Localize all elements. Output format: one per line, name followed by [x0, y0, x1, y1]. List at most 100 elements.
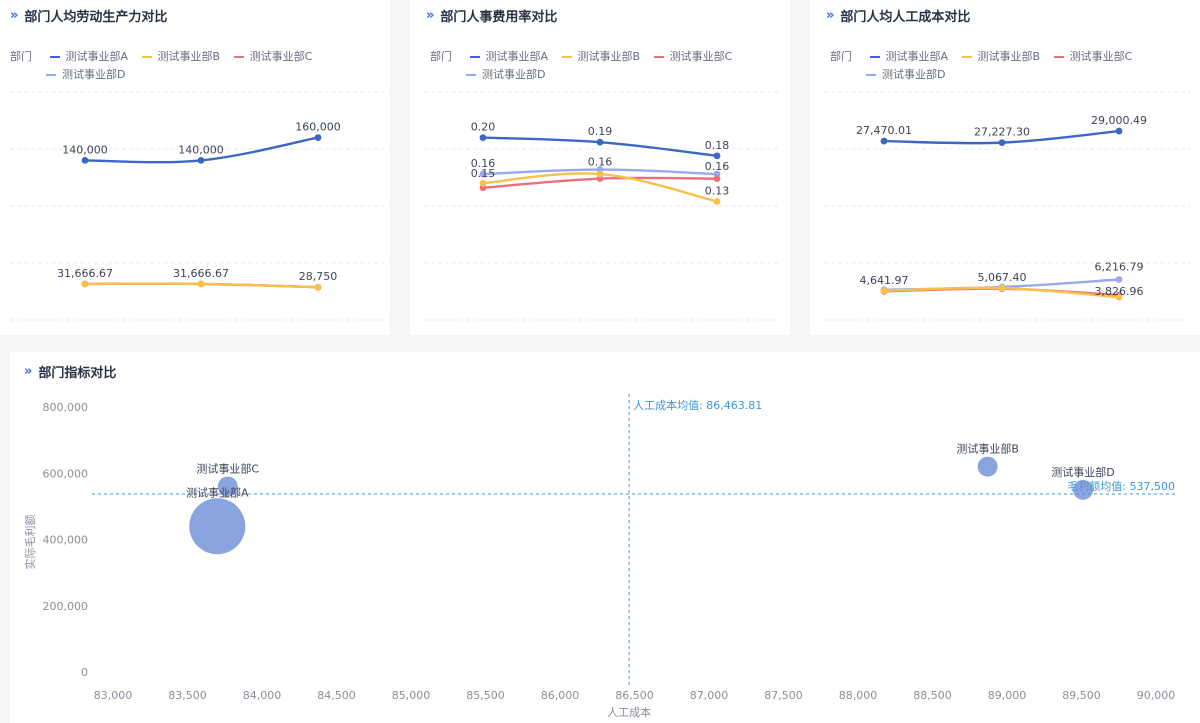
data-point[interactable] [314, 134, 322, 142]
bubble-point[interactable] [977, 456, 998, 477]
data-point[interactable] [81, 280, 89, 288]
data-point[interactable] [479, 134, 487, 142]
data-point[interactable] [998, 139, 1006, 147]
data-point[interactable] [880, 287, 888, 295]
data-point[interactable] [713, 152, 721, 160]
legend-item-a[interactable]: 测试事业部A [869, 48, 948, 66]
data-point[interactable] [479, 179, 487, 187]
data-point[interactable] [1115, 276, 1123, 283]
bubble-label: 测试事业部D [1051, 465, 1114, 479]
data-point[interactable] [314, 283, 322, 291]
bubble-point[interactable] [217, 476, 238, 497]
personnel-cost-rate-panel: » 部门人事费用率对比 部门 测试事业部A 测试事业部B 测试事业部C 测试事业部… [410, 0, 790, 335]
x-tick-label: 85,000 [392, 689, 431, 702]
data-label: 160,000 [295, 121, 341, 134]
data-point[interactable] [713, 175, 721, 183]
data-label: 4,641.97 [860, 274, 909, 287]
labor-productivity-chart: 31,666.67 31,666.67 28,750 140,000 140,000 16… [10, 91, 385, 321]
chart-legend: 部门 测试事业部A 测试事业部B 测试事业部C 测试事业部D [430, 48, 790, 84]
labor-cost-per-capita-panel: » 部门人均人工成本对比 部门 测试事业部A 测试事业部B 测试事业部C 测试事业… [810, 0, 1200, 335]
x-tick-label: 88,500 [913, 689, 952, 702]
x-tick-label: 88,000 [839, 689, 878, 702]
legend-item-b[interactable]: 测试事业部B [141, 48, 220, 66]
legend-item-c[interactable]: 测试事业部C [653, 48, 732, 66]
y-mean-label: 毛利额均值: 537,500 [1067, 480, 1175, 493]
panel-title: » 部门人事费用率对比 [426, 8, 558, 25]
y-tick-label: 600,000 [43, 467, 89, 480]
data-point[interactable] [880, 137, 888, 145]
legend-item-c[interactable]: 测试事业部C [233, 48, 312, 66]
y-tick-label: 800,000 [43, 401, 89, 414]
data-label: 0.13 [705, 184, 730, 197]
legend-item-b[interactable]: 测试事业部B [561, 48, 640, 66]
data-point[interactable] [81, 157, 89, 164]
department-metrics-panel: » 部门指标对比 0 200,000 400,000 600,000 800,000 83,… [10, 352, 1200, 723]
legend-item-a[interactable]: 测试事业部A [49, 48, 128, 66]
labor-productivity-panel: » 部门人均劳动生产力对比 部门 测试事业部A 测试事业部B 测试事业部C 测试事… [0, 0, 390, 335]
data-label: 0.19 [588, 125, 613, 138]
bubble-point[interactable] [189, 498, 246, 555]
x-tick-label: 84,500 [317, 689, 356, 702]
x-tick-label: 87,000 [690, 689, 729, 702]
bubble-label: 测试事业部B [956, 442, 1019, 456]
data-label: 0.16 [471, 157, 496, 170]
data-label: 27,470.01 [856, 124, 912, 137]
legend-item-b[interactable]: 测试事业部B [961, 48, 1040, 66]
data-label: 31,666.67 [57, 267, 113, 280]
x-tick-label: 87,500 [764, 689, 803, 702]
data-label: 140,000 [62, 143, 108, 156]
panel-title: » 部门人均人工成本对比 [826, 8, 971, 25]
panel-title: » 部门人均劳动生产力对比 [10, 8, 168, 25]
double-chevron-icon: » [24, 364, 33, 379]
x-tick-label: 86,000 [541, 689, 580, 702]
legend-item-d[interactable]: 测试事业部D [466, 66, 545, 84]
legend-item-d[interactable]: 测试事业部D [46, 66, 125, 84]
personnel-cost-rate-chart: 0.16 0.16 0.160.150.130.20 0.190.18 [424, 91, 778, 321]
data-label: 3,826.96 [1095, 285, 1144, 298]
data-point[interactable] [197, 157, 205, 164]
data-point[interactable] [1115, 293, 1123, 301]
double-chevron-icon: » [826, 8, 835, 23]
data-label: 0.15 [471, 167, 496, 180]
data-point[interactable] [713, 198, 721, 205]
data-label: 29,000.49 [1091, 114, 1147, 127]
double-chevron-icon: » [10, 8, 19, 23]
data-point[interactable] [197, 280, 205, 288]
data-label: 27,227.30 [974, 126, 1030, 139]
legend-item-d[interactable]: 测试事业部D [866, 66, 945, 84]
data-label: 0.16 [588, 156, 613, 169]
x-tick-label: 90,000 [1137, 689, 1176, 702]
data-label: 0.16 [705, 160, 730, 173]
x-mean-label: 人工成本均值: 86,463.81 [633, 398, 762, 412]
data-label: 5,067.40 [978, 271, 1027, 284]
y-tick-label: 200,000 [43, 600, 89, 613]
labor-cost-per-capita-chart: 4,641.97 5,067.40 6,216.79 3,826.96 27,470.0… [824, 91, 1190, 321]
x-tick-label: 86,500 [615, 689, 654, 702]
y-axis-label: 实际毛利额 [23, 515, 37, 570]
data-point[interactable] [998, 284, 1006, 292]
chart-legend: 部门 测试事业部A 测试事业部B 测试事业部C 测试事业部D [10, 48, 370, 84]
bubble-label: 测试事业部C [196, 462, 259, 476]
data-point[interactable] [596, 138, 604, 146]
double-chevron-icon: » [426, 8, 435, 23]
x-tick-label: 85,500 [466, 689, 505, 702]
x-tick-label: 83,500 [168, 689, 207, 702]
x-tick-label: 89,000 [988, 689, 1027, 702]
y-tick-label: 0 [81, 666, 88, 679]
x-tick-label: 89,500 [1062, 689, 1101, 702]
bubble-point[interactable] [1072, 479, 1093, 500]
data-point[interactable] [596, 170, 604, 178]
bubble-label: 测试事业部A [186, 485, 249, 499]
data-label: 6,216.79 [1095, 261, 1144, 274]
data-point[interactable] [479, 170, 487, 178]
data-point[interactable] [1115, 127, 1123, 135]
data-label: 28,750 [299, 270, 338, 283]
x-tick-label: 83,000 [94, 689, 133, 702]
data-label: 0.18 [705, 139, 730, 152]
legend-item-a[interactable]: 测试事业部A [469, 48, 548, 66]
data-label: 140,000 [178, 143, 224, 156]
data-label: 31,666.67 [173, 267, 229, 280]
legend-item-c[interactable]: 测试事业部C [1053, 48, 1132, 66]
chart-legend: 部门 测试事业部A 测试事业部B 测试事业部C 测试事业部D [830, 48, 1190, 84]
data-label: 0.20 [471, 121, 496, 134]
